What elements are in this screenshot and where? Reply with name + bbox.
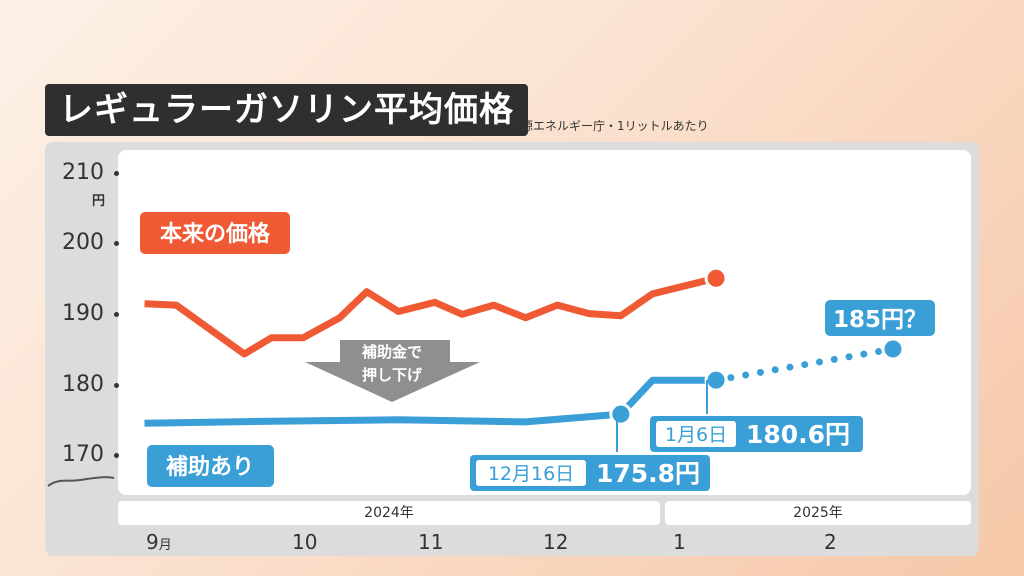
callout-jan6-date: 1月6日 bbox=[665, 424, 727, 446]
y-tick-180: 180 bbox=[62, 372, 119, 397]
callout-jan6-value: 180.6円 bbox=[746, 420, 850, 449]
legend-original-price: 本来の価格 bbox=[140, 212, 290, 254]
callout-dec16-date: 12月16日 bbox=[488, 463, 574, 485]
page-title: レギュラーガソリン平均価格 bbox=[45, 84, 528, 136]
month-label-9: 9月 bbox=[146, 530, 172, 554]
callout-jan6: 1月6日 180.6円 bbox=[650, 380, 863, 452]
down-arrow: 補助金で 押し下げ bbox=[305, 340, 480, 402]
callout-forecast-value: 185円？ bbox=[833, 307, 927, 333]
source-note: 資源エネルギー庁・1リットルあたり bbox=[509, 119, 709, 133]
callout-forecast: 185円？ bbox=[825, 300, 935, 336]
series-line-2 bbox=[712, 345, 897, 384]
point-original-latest bbox=[704, 266, 728, 290]
y-tick-170: 170 bbox=[62, 442, 119, 467]
point-subsidized-jan6 bbox=[704, 368, 728, 392]
legend-original-price-label: 本来の価格 bbox=[160, 221, 271, 247]
y-unit: 円 bbox=[92, 194, 106, 209]
point-forecast bbox=[881, 337, 905, 361]
month-label-11: 11 bbox=[418, 530, 444, 554]
arrow-text-line1: 補助金で bbox=[361, 343, 422, 361]
callout-dec16-value: 175.8円 bbox=[596, 459, 700, 488]
callout-dec16: 12月16日 175.8円 bbox=[470, 414, 710, 491]
y-tick-190: 190 bbox=[62, 301, 119, 326]
legend-subsidized-label: 補助あり bbox=[165, 454, 254, 480]
month-label-10: 10 bbox=[292, 530, 318, 554]
series-line-1 bbox=[144, 376, 717, 427]
year-label-2025: 2025年 bbox=[665, 501, 971, 525]
arrow-text-line2: 押し下げ bbox=[362, 366, 423, 384]
point-subsidized-dec16 bbox=[609, 402, 633, 426]
legend-subsidized: 補助あり bbox=[147, 445, 274, 487]
month-label-2: 2 bbox=[824, 530, 837, 554]
y-tick-200: 200 bbox=[62, 230, 119, 255]
month-label-1: 1 bbox=[673, 530, 686, 554]
series-line-0 bbox=[144, 274, 717, 358]
month-label-12: 12 bbox=[543, 530, 569, 554]
axis-break-mark bbox=[47, 476, 115, 487]
y-tick-210: 210 bbox=[62, 160, 119, 185]
year-label-2024: 2024年 bbox=[118, 501, 660, 525]
